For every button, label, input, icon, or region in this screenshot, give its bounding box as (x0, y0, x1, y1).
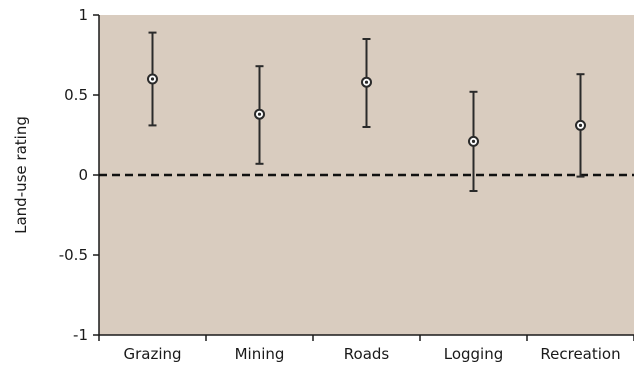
data-marks (147, 31, 586, 192)
x-tick-label: Grazing (123, 345, 181, 363)
data-point-center (364, 80, 369, 84)
x-tick-label: Logging (444, 345, 504, 363)
data-point-center (578, 123, 583, 127)
data-point-center (150, 77, 155, 81)
x-tick-label: Roads (344, 345, 390, 363)
x-tick-label: Recreation (540, 345, 620, 363)
data-point-center (471, 139, 476, 143)
x-ticks: Grazing Mining Roads Logging Recreation (98, 335, 634, 363)
y-tick-label: -1 (73, 326, 88, 344)
y-tick-label: 0 (78, 166, 88, 184)
y-ticks: 1 0.5 0 -0.5 -1 (59, 6, 99, 344)
x-tick-label: Mining (235, 345, 285, 363)
y-tick-label: 0.5 (64, 86, 88, 104)
y-axis-title: Land-use rating (12, 116, 30, 234)
y-tick-label: 1 (78, 6, 88, 24)
data-point-center (257, 112, 262, 116)
y-tick-label: -0.5 (59, 246, 88, 264)
